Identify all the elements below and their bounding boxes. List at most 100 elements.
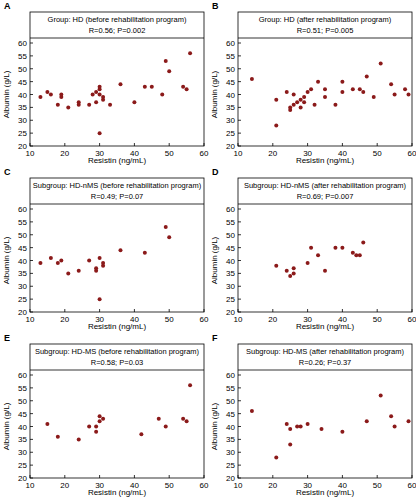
point — [295, 100, 299, 104]
y-tick-label: 45 — [226, 410, 235, 419]
point — [250, 409, 254, 413]
plot-frame — [30, 178, 204, 312]
point — [59, 259, 63, 263]
point — [274, 98, 278, 102]
point — [309, 87, 313, 91]
point — [150, 85, 154, 89]
point — [49, 256, 53, 260]
point — [340, 430, 344, 434]
y-tick — [30, 247, 33, 248]
title: Subgroup: HD-MS (before rehabilitation p… — [35, 347, 200, 356]
y-tick-label: 40 — [18, 91, 27, 100]
subtitle: R=0.56; P=0.002 — [89, 26, 146, 35]
point — [389, 414, 393, 418]
point — [351, 87, 355, 91]
point — [185, 419, 189, 423]
y-tick — [30, 43, 33, 44]
point — [393, 93, 397, 97]
x-tick — [272, 475, 273, 478]
y-tick-label: 60 — [18, 371, 27, 380]
point — [101, 417, 105, 421]
x-tick — [64, 143, 65, 146]
y-tick — [30, 107, 33, 108]
title-box-line — [238, 204, 412, 205]
point — [351, 251, 355, 255]
point — [94, 425, 98, 429]
y-tick-label: 50 — [226, 397, 235, 406]
point — [365, 419, 369, 423]
point — [299, 425, 303, 429]
panel-label: D — [212, 167, 219, 177]
point — [393, 425, 397, 429]
point — [274, 264, 278, 268]
x-tick — [134, 143, 135, 146]
x-tick — [204, 309, 205, 312]
point — [164, 59, 168, 63]
point — [320, 427, 324, 431]
x-tick-label: 10 — [234, 149, 243, 158]
y-tick — [238, 439, 241, 440]
x-tick — [342, 309, 343, 312]
x-tick — [169, 475, 170, 478]
point — [87, 103, 91, 107]
x-tick-label: 20 — [60, 315, 69, 324]
panel: ESubgroup: HD-MS (before rehabilitation … — [2, 333, 209, 497]
y-tick — [30, 387, 33, 388]
y-tick — [238, 286, 241, 287]
y-tick-label: 40 — [18, 257, 27, 266]
y-tick — [238, 55, 241, 56]
x-tick-label: 20 — [60, 481, 69, 490]
point — [288, 274, 292, 278]
y-tick-label: 30 — [18, 282, 27, 291]
point — [358, 253, 362, 257]
y-tick — [30, 234, 33, 235]
point — [87, 259, 91, 263]
y-tick — [238, 312, 241, 313]
y-tick — [238, 273, 241, 274]
y-tick — [238, 387, 241, 388]
x-tick — [272, 309, 273, 312]
y-tick-label: 30 — [18, 116, 27, 125]
x-tick-label: 50 — [373, 149, 382, 158]
x-tick — [169, 309, 170, 312]
subtitle: R=0.49; P=0.07 — [91, 192, 144, 201]
x-axis-label: Resistin (ng/mL) — [296, 488, 355, 497]
point — [288, 105, 292, 109]
point — [45, 422, 49, 426]
y-tick-label: 35 — [226, 269, 235, 278]
y-tick — [238, 426, 241, 427]
plot-frame — [30, 12, 204, 146]
point — [164, 425, 168, 429]
y-tick — [238, 81, 241, 82]
point — [66, 105, 70, 109]
y-tick-label: 40 — [226, 423, 235, 432]
y-tick — [238, 120, 241, 121]
y-tick-label: 25 — [226, 461, 235, 470]
x-tick-label: 50 — [165, 481, 174, 490]
y-tick — [30, 120, 33, 121]
y-tick-label: 55 — [226, 384, 235, 393]
point — [274, 455, 278, 459]
panel-label: F — [212, 333, 218, 343]
point — [354, 253, 358, 257]
point — [295, 425, 299, 429]
x-tick — [342, 143, 343, 146]
point — [118, 82, 122, 86]
point — [188, 383, 192, 387]
y-tick — [30, 299, 33, 300]
x-tick — [30, 143, 31, 146]
y-tick-label: 25 — [18, 461, 27, 470]
point — [101, 95, 105, 99]
point — [407, 93, 411, 97]
point — [372, 95, 376, 99]
point — [285, 269, 289, 273]
y-tick — [30, 55, 33, 56]
point — [340, 80, 344, 84]
point — [38, 95, 42, 99]
x-tick-label: 60 — [408, 481, 416, 490]
point — [389, 82, 393, 86]
x-tick — [377, 309, 378, 312]
y-tick — [30, 465, 33, 466]
x-tick — [307, 143, 308, 146]
y-tick-label: 60 — [226, 205, 235, 214]
